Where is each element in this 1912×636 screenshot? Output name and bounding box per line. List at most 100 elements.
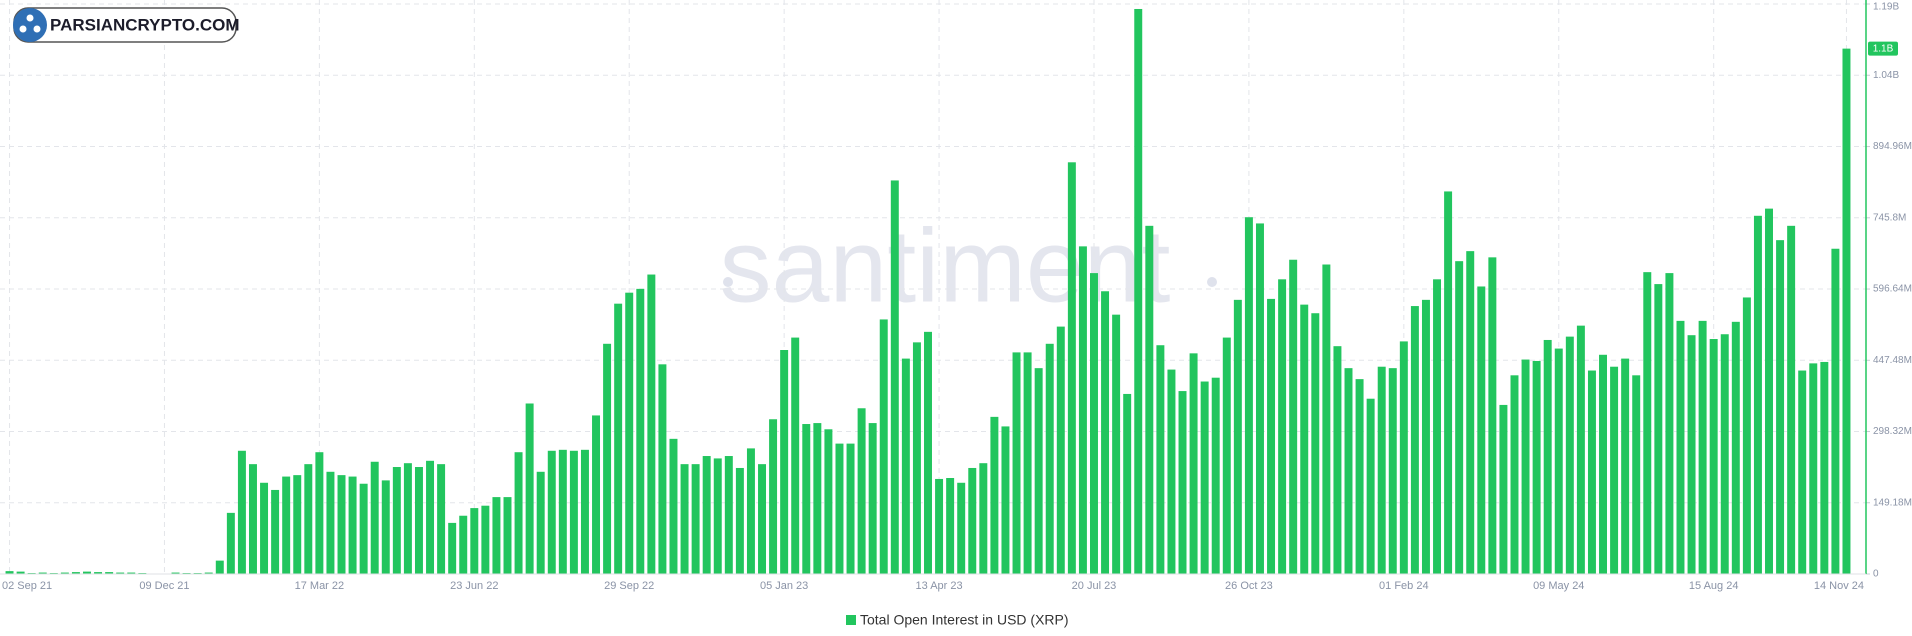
bar [1355,379,1364,574]
bar [1632,375,1641,574]
bar [680,464,689,574]
bar [1167,369,1176,574]
bar [1532,360,1541,574]
logo-text: PARSIANCRYPTO.COM [50,15,240,34]
current-value-tag [1868,41,1898,56]
bar [392,467,401,574]
x-tick-label: 09 Dec 21 [139,580,189,592]
bar [1233,299,1242,574]
y-tick-label: 596.64M [1873,284,1912,295]
bar [304,464,313,574]
y-tick-label: 447.48M [1873,355,1912,366]
bar [890,180,899,574]
bar [901,358,910,574]
bar [1610,366,1619,574]
bar [60,572,69,574]
bar [1078,246,1087,575]
bar [260,482,269,574]
bar [1222,337,1231,574]
bar [1776,240,1785,574]
bar [746,448,755,574]
bar [1687,335,1696,574]
bar [226,512,235,574]
bar [780,350,789,574]
bar [293,475,302,574]
bar [1311,313,1320,574]
watermark-dot [1207,277,1217,287]
bar [1399,341,1408,574]
bar [1499,404,1508,574]
bar [71,572,80,574]
bar [370,461,379,574]
bar [603,343,612,574]
y-tick-label: 745.8M [1873,212,1906,223]
bar [215,560,224,574]
bar [1554,348,1563,574]
bar [1034,368,1043,574]
bar [558,449,567,574]
bar [990,416,999,574]
bar [315,452,324,574]
bar [1488,257,1497,574]
bar [702,456,711,574]
bar [1289,259,1298,574]
bar [1344,368,1353,574]
bar [1067,162,1076,574]
bar [1244,217,1253,575]
bar [105,572,114,574]
bar [1101,291,1110,574]
legend-label: Total Open Interest in USD (XRP) [860,612,1069,628]
bar [1521,359,1530,574]
bar [1621,358,1630,574]
bar [359,483,368,574]
x-tick-label: 29 Sep 22 [604,580,654,592]
logo-icon-dot [33,25,41,33]
bar [1410,306,1419,574]
bar [791,337,800,574]
bar [968,467,977,574]
logo[interactable]: PARSIANCRYPTO.COM [13,7,240,43]
bar [625,292,634,574]
bar [658,364,667,574]
bar [1123,393,1132,574]
bar [1145,225,1154,574]
bar [1255,223,1264,574]
bar [503,497,512,574]
bar [1300,304,1309,574]
bar [1643,272,1652,574]
bar [1056,326,1065,574]
bar [1599,354,1608,574]
bar [248,464,257,574]
bar [1510,375,1519,574]
bar [426,460,435,574]
x-tick-label: 15 Aug 24 [1689,580,1739,592]
bar [669,438,678,574]
watermark-dot [723,277,733,287]
bar [868,423,877,574]
bar [1809,363,1818,574]
bar [824,429,833,574]
bar [1576,325,1585,574]
bar [1455,261,1464,574]
bar [1709,339,1718,574]
bar [1211,377,1220,574]
logo-icon [13,8,47,42]
bar [912,342,921,574]
bar [403,463,412,574]
bar [1001,426,1010,574]
y-tick-label: 149.18M [1873,497,1912,508]
x-tick-label: 26 Oct 23 [1225,580,1273,592]
bar [1333,346,1342,574]
bar [846,443,855,574]
bar [470,508,479,574]
bar [525,403,534,574]
bar [5,571,14,574]
bar [647,274,656,574]
bar [381,480,390,574]
bar [1787,225,1796,574]
bar [459,515,468,574]
bar [1731,321,1740,574]
bar [94,572,103,574]
